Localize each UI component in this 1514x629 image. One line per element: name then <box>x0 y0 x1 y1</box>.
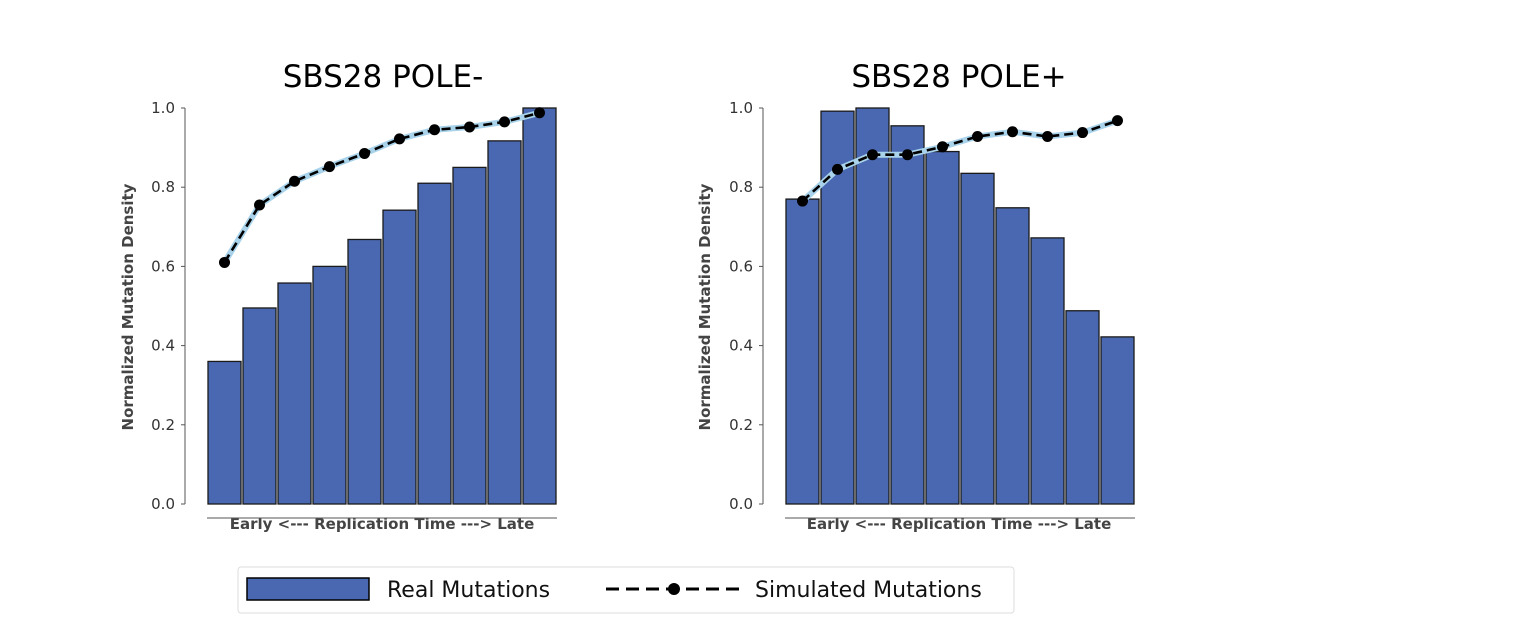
y-tick-label: 0.0 <box>729 495 753 513</box>
y-tick-label: 0.2 <box>729 416 753 434</box>
bar-real-6 <box>382 209 417 505</box>
y-tick-label: 0.6 <box>729 257 753 275</box>
legend-line-marker <box>668 583 680 595</box>
y-tick-label: 0.0 <box>151 495 175 513</box>
legend-simulated-label: Simulated Mutations <box>755 578 982 603</box>
bar-real-9 <box>1065 310 1100 505</box>
legend-real-label: Real Mutations <box>387 578 550 603</box>
y-tick-label: 0.8 <box>729 178 753 196</box>
x-axis-label: Early <--- Replication Time ---> Late <box>230 515 535 533</box>
legend-bar-swatch <box>246 577 370 601</box>
chart-title: SBS28 POLE- <box>283 59 484 95</box>
bar-real-7 <box>995 207 1030 505</box>
y-tick-label: 1.0 <box>729 99 753 117</box>
simulated-point-1 <box>219 256 230 268</box>
y-axis-label: Normalized Mutation Density <box>696 183 714 430</box>
bar-real-3 <box>855 107 890 505</box>
y-tick-label: 0.4 <box>729 337 753 355</box>
simulated-point-9 <box>499 116 510 128</box>
simulated-point-8 <box>1042 131 1053 143</box>
simulated-point-1 <box>797 195 808 207</box>
simulated-point-3 <box>289 175 300 187</box>
bar-real-5 <box>925 150 960 505</box>
x-axis-label: Early <--- Replication Time ---> Late <box>807 515 1112 533</box>
simulated-point-9 <box>1077 127 1088 139</box>
bar-real-3 <box>277 282 312 505</box>
bar-real-10 <box>522 107 557 505</box>
simulated-point-2 <box>254 199 265 211</box>
chart-sbs28-pole-minus: SBS28 POLE- Normalized Mutation Density … <box>119 59 557 533</box>
y-tick-label: 1.0 <box>151 99 175 117</box>
bar-real-8 <box>452 166 487 505</box>
bar-real-6 <box>960 172 995 505</box>
simulated-line <box>223 111 540 264</box>
bar-real-1 <box>207 360 242 505</box>
bar-real-5 <box>347 238 382 505</box>
chart-title: SBS28 POLE+ <box>851 59 1066 95</box>
bar-real-2 <box>242 307 277 505</box>
y-axis-label: Normalized Mutation Density <box>119 183 137 430</box>
bar-real-4 <box>890 125 925 505</box>
y-tick-label: 0.8 <box>151 178 175 196</box>
bar-real-10 <box>1100 336 1135 505</box>
simulated-point-3 <box>867 149 878 161</box>
simulated-point-8 <box>464 121 475 133</box>
simulated-point-2 <box>832 163 843 175</box>
simulated-point-5 <box>937 141 948 153</box>
y-tick-label: 0.6 <box>151 257 175 275</box>
bar-real-7 <box>417 182 452 505</box>
simulated-point-7 <box>429 124 440 136</box>
simulated-point-10 <box>534 107 545 119</box>
simulated-point-6 <box>972 131 983 143</box>
chart-sbs28-pole-plus: SBS28 POLE+ Normalized Mutation Density … <box>696 59 1135 533</box>
simulated-point-7 <box>1007 126 1018 138</box>
simulated-point-5 <box>359 148 370 160</box>
bar-real-1 <box>785 198 820 505</box>
simulated-line <box>801 119 1118 203</box>
bar-real-4 <box>312 265 347 505</box>
y-tick-label: 0.2 <box>151 416 175 434</box>
bar-real-9 <box>487 140 522 505</box>
simulated-point-6 <box>394 133 405 145</box>
bar-real-8 <box>1030 237 1065 505</box>
simulated-point-4 <box>902 149 913 161</box>
simulated-point-4 <box>324 161 335 173</box>
legend: Real Mutations Simulated Mutations <box>237 566 1015 614</box>
simulated-point-10 <box>1112 115 1123 127</box>
y-tick-label: 0.4 <box>151 337 175 355</box>
